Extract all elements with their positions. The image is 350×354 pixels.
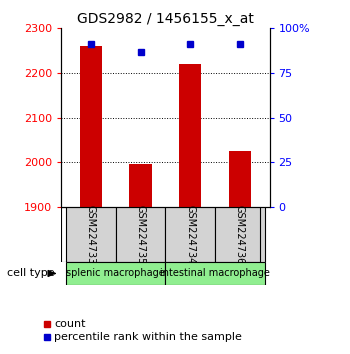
Text: GSM224733: GSM224733 (86, 205, 96, 264)
Bar (116, 207, 165, 262)
Text: GSM224735: GSM224735 (135, 205, 146, 264)
Bar (215, 207, 265, 262)
Text: count: count (54, 319, 86, 329)
Text: percentile rank within the sample: percentile rank within the sample (54, 332, 242, 342)
Bar (165, 207, 215, 262)
Bar (80, 46, 102, 207)
Bar (165, 262, 265, 285)
Text: splenic macrophage: splenic macrophage (66, 268, 165, 279)
Bar (130, 164, 152, 207)
Bar (179, 64, 201, 207)
Bar (66, 262, 165, 285)
Bar (229, 151, 251, 207)
Text: GSM224734: GSM224734 (185, 205, 195, 264)
Text: GSM224736: GSM224736 (235, 205, 245, 264)
Text: intestinal macrophage: intestinal macrophage (160, 268, 270, 279)
Text: cell type: cell type (7, 268, 55, 279)
Bar (66, 207, 116, 262)
Title: GDS2982 / 1456155_x_at: GDS2982 / 1456155_x_at (77, 12, 254, 26)
